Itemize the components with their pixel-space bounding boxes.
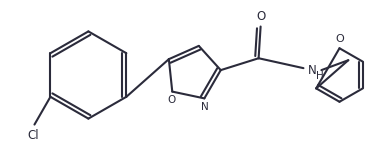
- Text: H: H: [316, 71, 324, 81]
- Text: O: O: [256, 10, 265, 22]
- Text: N: N: [307, 64, 316, 77]
- Text: O: O: [167, 95, 175, 104]
- Text: O: O: [335, 34, 344, 44]
- Text: Cl: Cl: [28, 129, 39, 142]
- Text: N: N: [202, 102, 209, 112]
